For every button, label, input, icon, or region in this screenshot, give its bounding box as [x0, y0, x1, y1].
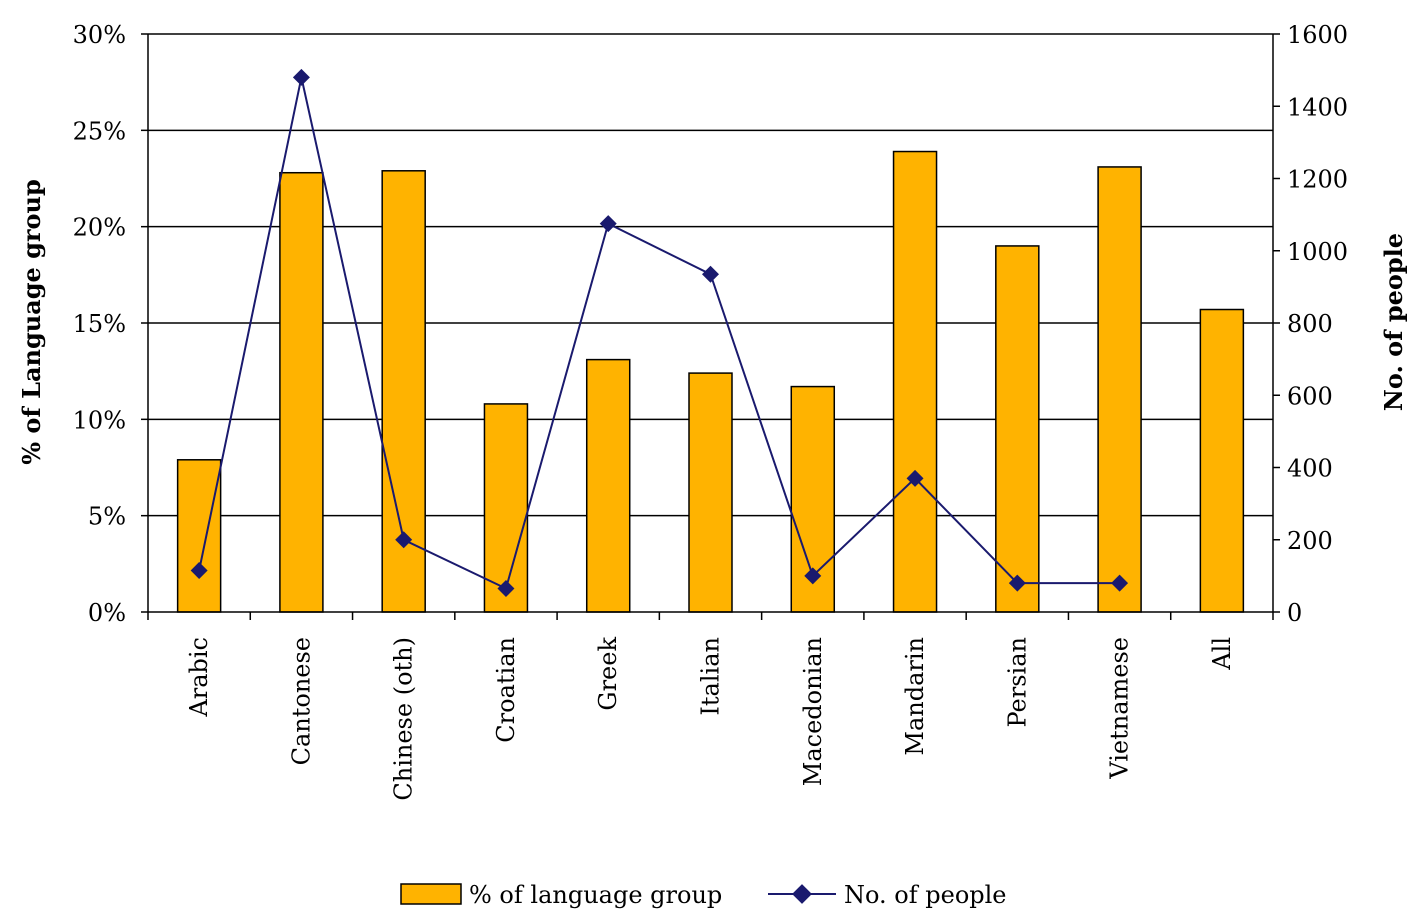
legend-bar-swatch: [400, 883, 462, 905]
category-label: Macedonian: [799, 637, 827, 786]
left-tick-label: 5%: [88, 503, 126, 531]
line-point: [906, 469, 924, 487]
right-tick-label: 0: [1287, 599, 1302, 627]
category-label: Mandarin: [901, 637, 929, 756]
left-tick-label: 25%: [73, 117, 126, 145]
category-label: Cantonese: [287, 637, 315, 765]
category-label: Vietnamese: [1106, 637, 1134, 780]
right-tick-label: 400: [1287, 455, 1333, 483]
left-axis-ticks: 0% 5% 10% 15% 20% 25% 30%: [73, 21, 148, 627]
right-tick-label: 1400: [1287, 93, 1348, 121]
line-point: [702, 265, 719, 283]
category-label: Arabic: [185, 637, 213, 718]
line-point: [804, 567, 822, 585]
bar: [1199, 308, 1245, 613]
line-point: [190, 561, 208, 579]
left-tick-label: 10%: [73, 406, 126, 434]
line-point: [395, 531, 413, 549]
category-label: All: [1208, 637, 1236, 671]
bar: [176, 459, 222, 613]
right-tick-label: 1000: [1287, 238, 1348, 266]
left-tick-label: 20%: [73, 214, 126, 242]
left-tick-label: 15%: [73, 310, 126, 338]
right-axis-ticks: 0 200 400 600 800 1000 1200 1400 1600: [1273, 21, 1348, 627]
right-tick-label: 1600: [1287, 21, 1348, 49]
left-tick-label: 30%: [73, 21, 126, 49]
legend-line-label: No. of people: [844, 881, 1007, 909]
legend-bar-label: % of language group: [469, 881, 722, 909]
series-line: [198, 77, 1120, 590]
category-label: Italian: [697, 637, 725, 716]
right-tick-label: 1200: [1287, 166, 1348, 194]
line-point: [292, 68, 310, 86]
bar: [892, 150, 938, 613]
bar-series: [176, 150, 1245, 613]
category-label: Croatian: [492, 637, 520, 743]
category-label: Greek: [594, 637, 622, 711]
category-labels: Arabic Cantonese Chinese (oth) Croatian Gree…: [185, 637, 1236, 801]
right-axis-title: No. of people: [1379, 233, 1408, 411]
left-axis-title: % of Language group: [17, 179, 46, 465]
bar: [279, 171, 324, 613]
right-tick-label: 200: [1287, 527, 1333, 555]
line-point: [1008, 574, 1026, 592]
bar: [688, 372, 733, 613]
gridlines: [148, 33, 1273, 517]
line-point: [599, 215, 617, 233]
category-label: Persian: [1003, 637, 1031, 728]
line-point: [497, 580, 515, 598]
right-tick-label: 600: [1287, 382, 1333, 410]
bar: [585, 358, 631, 613]
legend: % of language group No. of people: [400, 881, 1007, 909]
legend-line-marker: [792, 884, 812, 904]
right-tick-label: 800: [1287, 310, 1333, 338]
bar: [483, 403, 529, 613]
bar: [1097, 166, 1142, 613]
bar: [995, 245, 1040, 613]
line-point: [1111, 574, 1129, 592]
line-series: [190, 68, 1129, 598]
left-tick-label: 0%: [88, 599, 126, 627]
category-label: Chinese (oth): [390, 637, 418, 801]
